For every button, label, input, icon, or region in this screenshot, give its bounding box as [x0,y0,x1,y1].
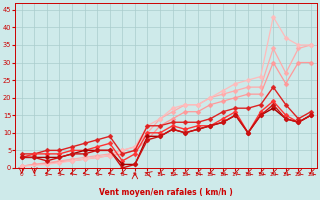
X-axis label: Vent moyen/en rafales ( km/h ): Vent moyen/en rafales ( km/h ) [100,188,233,197]
